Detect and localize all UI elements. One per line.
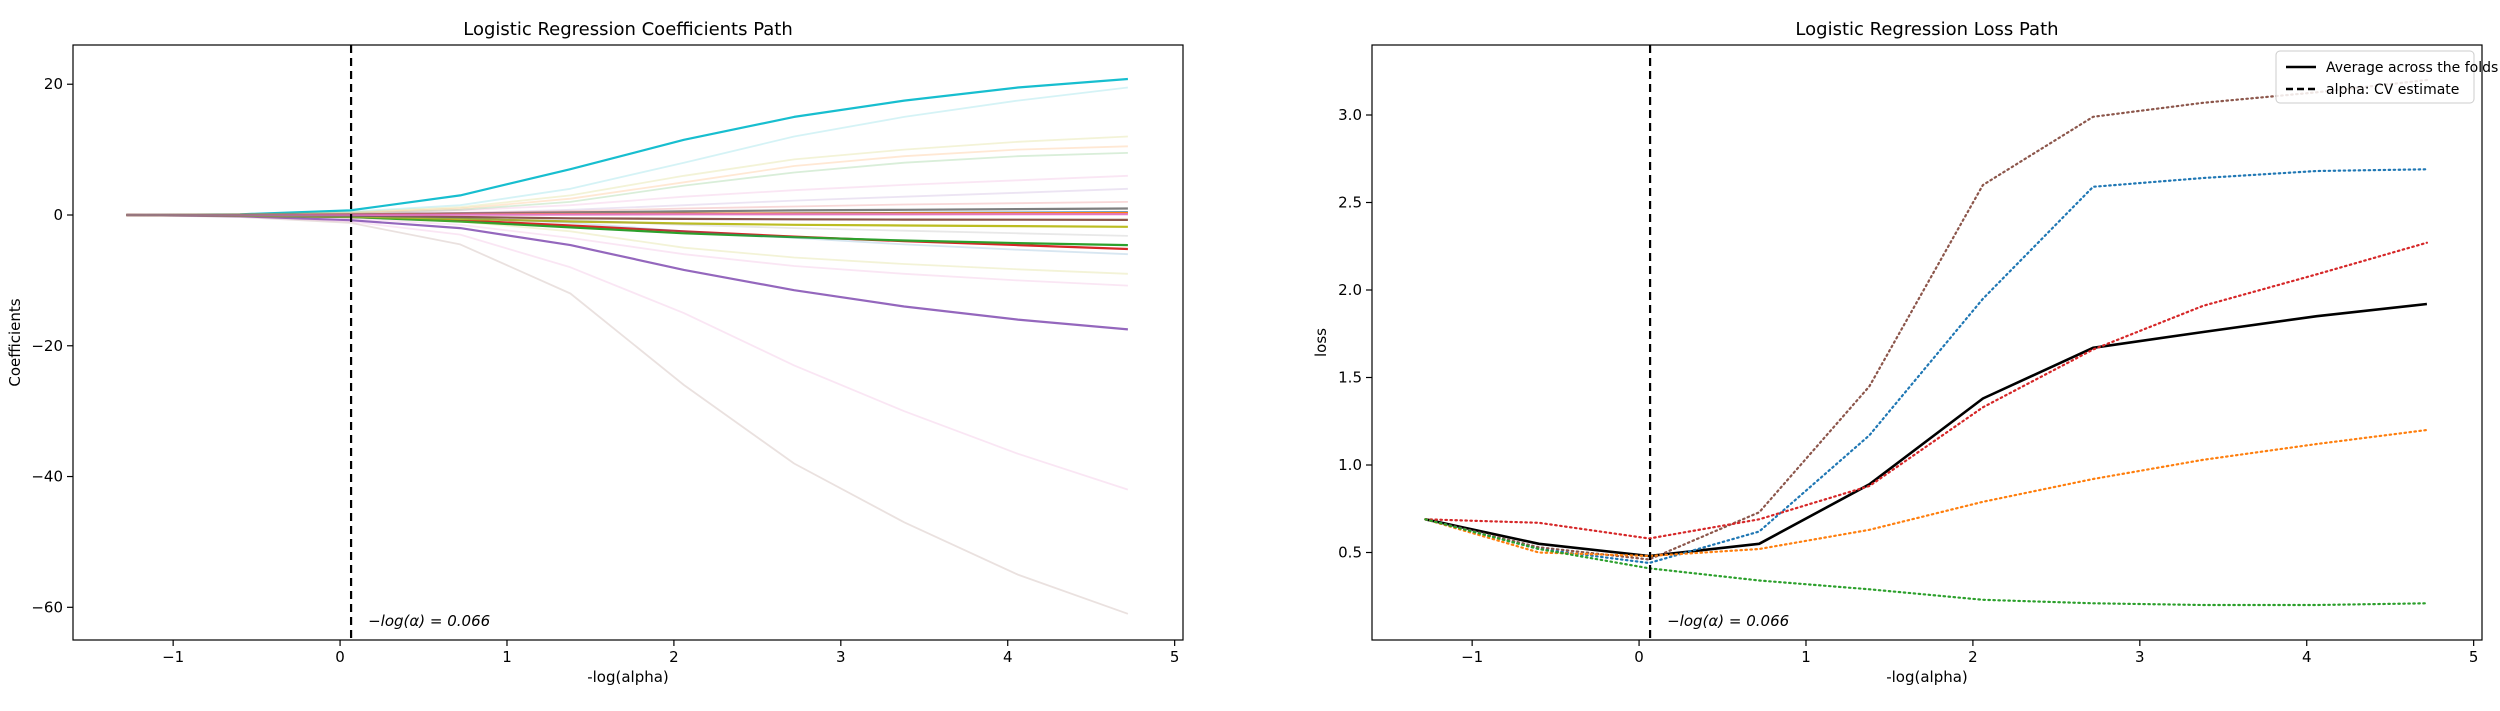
x-tick-label: 4 xyxy=(2302,648,2312,666)
y-tick-label: 0 xyxy=(53,206,63,224)
y-tick-label: −60 xyxy=(31,598,63,616)
y-tick-label: 3.0 xyxy=(1338,106,1362,124)
y-tick-label: 0.5 xyxy=(1338,544,1362,562)
series-line-1 xyxy=(1425,302,2428,558)
y-tick-label: 1.0 xyxy=(1338,456,1362,474)
chart-panel-1: −log(α) = 0.066 −1 0 1 2 3 4 5 −60 −40 −20 0 20 Logis… xyxy=(6,19,1184,686)
x-tick-label: 2 xyxy=(1968,648,1978,666)
series-line-5 xyxy=(1424,428,2428,558)
series-line-16 xyxy=(126,135,1128,216)
series-group xyxy=(1424,45,2428,640)
y-axis-label: loss xyxy=(1312,328,1330,357)
y-tick-label: 2.0 xyxy=(1338,281,1362,299)
legend-label: Average across the folds xyxy=(2326,60,2498,76)
y-axis-label: Coefficients xyxy=(6,298,24,386)
series-line-21 xyxy=(126,201,1128,216)
x-tick-label: −1 xyxy=(1461,648,1483,666)
cv-annotation: −log(α) = 0.066 xyxy=(368,612,490,630)
legend: Average across the folds alpha: CV estima… xyxy=(2275,50,2498,104)
series-line-4 xyxy=(1424,241,2428,540)
cv-annotation: −log(α) = 0.066 xyxy=(1667,612,1789,630)
y-tick-label: 1.5 xyxy=(1338,369,1362,387)
axes-frame xyxy=(1371,44,2483,641)
series-line-1 xyxy=(126,77,1128,217)
series-line-17 xyxy=(126,145,1128,216)
chart-title: Logistic Regression Loss Path xyxy=(1795,19,2058,40)
series-line-20 xyxy=(126,187,1128,216)
x-tick-label: 1 xyxy=(502,648,512,666)
x-tick-label: 5 xyxy=(2469,648,2479,666)
legend-box xyxy=(2275,50,2475,104)
series-line-18 xyxy=(126,152,1128,216)
series-line-3 xyxy=(1424,168,2428,565)
x-tick-label: 0 xyxy=(335,648,345,666)
y-tick-label: 20 xyxy=(44,75,63,93)
x-axis-label: -log(alpha) xyxy=(1886,668,1968,686)
series-line-2 xyxy=(1424,78,2428,561)
series-line-19 xyxy=(126,174,1128,216)
x-tick-label: 0 xyxy=(1634,648,1644,666)
x-tick-label: 3 xyxy=(836,648,846,666)
chart-title: Logistic Regression Coefficients Path xyxy=(463,19,793,40)
x-tick-label: 3 xyxy=(2135,648,2145,666)
x-tick-label: −1 xyxy=(162,648,184,666)
y-tick-label: 2.5 xyxy=(1338,194,1362,212)
series-line-6 xyxy=(1424,518,2428,607)
series-line-10 xyxy=(126,213,1128,217)
y-tick-label: −40 xyxy=(31,468,63,486)
x-tick-label: 4 xyxy=(1003,648,1013,666)
legend-label: alpha: CV estimate xyxy=(2326,82,2459,98)
series-line-23 xyxy=(126,214,1128,237)
series-line-12 xyxy=(126,214,1129,491)
series-line-11 xyxy=(126,214,1129,615)
x-axis-label: -log(alpha) xyxy=(587,668,669,686)
series-group xyxy=(126,45,1129,640)
x-tick-label: 1 xyxy=(1801,648,1811,666)
axes-frame xyxy=(72,44,1184,641)
chart-panel-2: −log(α) = 0.066 −1 0 1 2 3 4 5 0.5 1.0 1.5 2.0 2.5 3.… xyxy=(1312,19,2498,686)
series-line-22 xyxy=(126,214,1128,256)
series-line-2 xyxy=(126,213,1128,331)
series-line-14 xyxy=(126,214,1128,275)
x-tick-label: 5 xyxy=(1170,648,1180,666)
x-tick-label: 2 xyxy=(669,648,679,666)
series-line-15 xyxy=(126,86,1129,216)
y-tick-label: −20 xyxy=(31,337,63,355)
series-line-13 xyxy=(126,214,1128,287)
